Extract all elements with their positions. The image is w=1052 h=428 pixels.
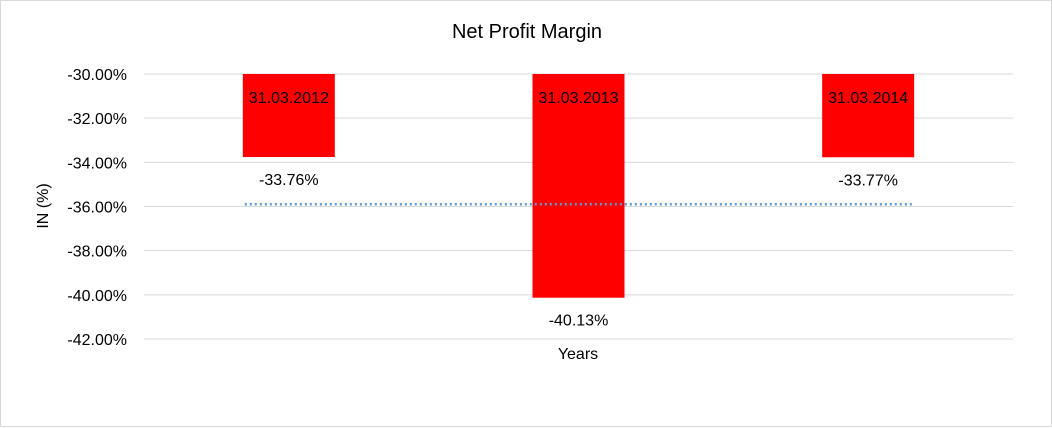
x-axis-label: Years	[558, 346, 598, 363]
category-label: 31.03.2012	[249, 90, 329, 107]
y-tick-label: -36.00%	[67, 200, 127, 217]
data-label: -33.76%	[259, 172, 319, 189]
y-tick-label: -32.00%	[67, 111, 127, 128]
labels: 31.03.2012 -33.76% 31.03.2013 -40.13% 31.03.…	[249, 90, 909, 330]
data-label: -40.13%	[549, 313, 609, 330]
bars	[242, 74, 915, 298]
chart-title: Net Profit Margin	[452, 21, 602, 43]
data-label: -33.77%	[838, 172, 898, 189]
y-tick-label: -42.00%	[67, 332, 127, 349]
y-tick-label: -38.00%	[67, 244, 127, 261]
y-tick-label: -40.00%	[67, 288, 127, 305]
bar-31.03.2013	[532, 74, 625, 298]
y-tick-label: -30.00%	[67, 67, 127, 84]
category-label: 31.03.2014	[828, 90, 908, 107]
bar-31.03.2014	[822, 74, 915, 158]
y-axis-ticks: -30.00% -32.00% -34.00% -36.00% -38.00% -40.0…	[67, 67, 127, 349]
y-axis-label: IN (%)	[35, 183, 52, 228]
category-label: 31.03.2013	[538, 90, 618, 107]
bar-31.03.2012	[242, 74, 335, 158]
y-tick-label: -34.00%	[67, 155, 127, 172]
